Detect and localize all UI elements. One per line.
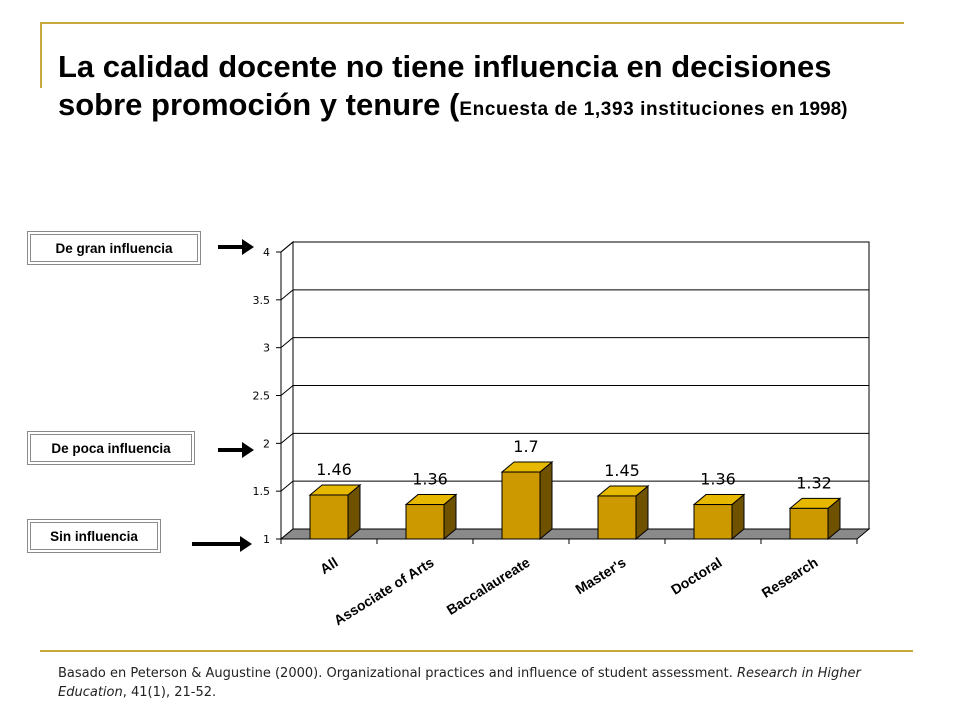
data-label: 1.45 bbox=[604, 461, 640, 480]
y-tick-label: 1.5 bbox=[253, 485, 271, 498]
x-tick-label: Master's bbox=[572, 554, 628, 597]
bar bbox=[501, 471, 541, 540]
gridline-side bbox=[280, 385, 294, 396]
x-tick-label: Doctoral bbox=[668, 554, 725, 598]
bar bbox=[405, 504, 445, 540]
bar-chart: 1 1.5 2 2.5 3 3.5 4 1.46 All 1.36 Associate of Art… bbox=[253, 240, 871, 628]
footnote: Basado en Peterson & Augustine (2000). O… bbox=[58, 664, 918, 702]
bar bbox=[789, 507, 829, 540]
level-label-sin-influencia: Sin influencia bbox=[27, 519, 161, 553]
arrow-sin-influencia bbox=[192, 536, 252, 552]
gridline-side bbox=[280, 480, 294, 492]
x-tick-label: All bbox=[317, 554, 341, 577]
data-label: 1.36 bbox=[700, 470, 736, 489]
bar bbox=[597, 495, 637, 540]
data-label: 1.7 bbox=[513, 437, 538, 456]
frame-bottom-line bbox=[40, 650, 913, 652]
bar bbox=[309, 494, 349, 540]
footnote-journal: Research in Higher Education bbox=[58, 666, 861, 700]
title-subtitle: Encuesta de 1,393 instituciones en bbox=[459, 98, 795, 120]
data-label: 1.32 bbox=[796, 473, 832, 492]
y-tick-label: 4 bbox=[263, 246, 270, 259]
level-label-gran-influencia: De gran influencia bbox=[27, 231, 201, 265]
gridline-side bbox=[280, 337, 294, 349]
data-label: 1.46 bbox=[316, 460, 352, 479]
y-tick-label: 2 bbox=[263, 437, 270, 450]
bar bbox=[693, 504, 733, 540]
y-tick-label: 1 bbox=[263, 533, 270, 546]
y-tick-label: 2.5 bbox=[253, 390, 271, 403]
gridline-side bbox=[280, 241, 294, 253]
title-main: La calidad docente no tiene influencia e… bbox=[58, 49, 832, 122]
title-year: 1998 bbox=[798, 98, 842, 120]
footnote-suffix: , 41(1), 21-52. bbox=[122, 685, 217, 700]
gridline-side bbox=[280, 289, 294, 301]
footnote-prefix: Basado en Peterson & Augustine (2000). O… bbox=[58, 666, 737, 681]
arrow-gran-influencia bbox=[218, 239, 254, 255]
data-label: 1.36 bbox=[412, 470, 448, 489]
level-label-poca-influencia: De poca influencia bbox=[27, 431, 195, 465]
frame-left-line bbox=[40, 22, 42, 88]
gridline-side bbox=[280, 432, 294, 444]
x-tick-label: Baccalaureate bbox=[444, 554, 533, 618]
plot-floor bbox=[279, 528, 871, 540]
title-close-paren: ) bbox=[841, 98, 848, 120]
x-tick-label: Research bbox=[759, 554, 821, 601]
slide-title: La calidad docente no tiene influencia e… bbox=[58, 48, 918, 124]
y-tick-label: 3 bbox=[263, 342, 270, 355]
y-tick-label: 3.5 bbox=[253, 294, 271, 307]
bar-side bbox=[539, 460, 553, 541]
frame-top-line bbox=[40, 22, 904, 24]
x-tick-label: Associate of Arts bbox=[331, 554, 437, 628]
arrow-poca-influencia bbox=[218, 442, 254, 458]
